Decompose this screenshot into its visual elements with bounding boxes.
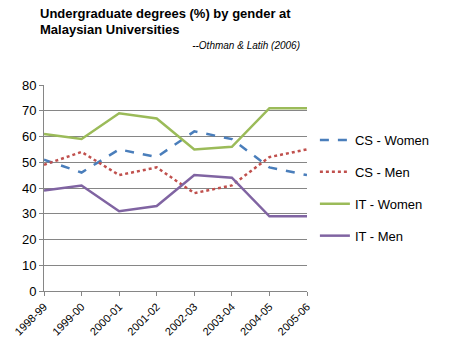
svg-text:1999-00: 1999-00 [50,301,87,338]
svg-text:80: 80 [22,78,36,93]
svg-text:1998-99: 1998-99 [12,301,49,338]
svg-text:CS - Women: CS - Women [355,133,429,148]
html-text:Undergraduate degrees (%) by g: Undergraduate degrees (%) by gender at M… [40,6,291,37]
svg-text:IT - Men: IT - Men [355,229,403,244]
svg-text:2002-03: 2002-03 [163,301,200,338]
svg-text:2003-04: 2003-04 [200,301,237,338]
svg-text:30: 30 [22,206,36,221]
svg-text:0: 0 [29,284,36,299]
svg-text:2001-02: 2001-02 [125,301,162,338]
svg-text:2004-05: 2004-05 [238,301,275,338]
svg-text:2000-01: 2000-01 [87,301,124,338]
svg-text:70: 70 [22,103,36,118]
svg-text:50: 50 [22,155,36,170]
svg-text:CS - Men: CS - Men [355,165,410,180]
svg-text:10: 10 [22,258,36,273]
svg-text:2005-06: 2005-06 [275,301,312,338]
svg-text:60: 60 [22,129,36,144]
html-text:--Othman & Latih (2006): --Othman & Latih (2006) [192,40,300,51]
svg-text:20: 20 [22,232,36,247]
svg-text:40: 40 [22,181,36,196]
svg-text:IT - Women: IT - Women [355,197,422,212]
